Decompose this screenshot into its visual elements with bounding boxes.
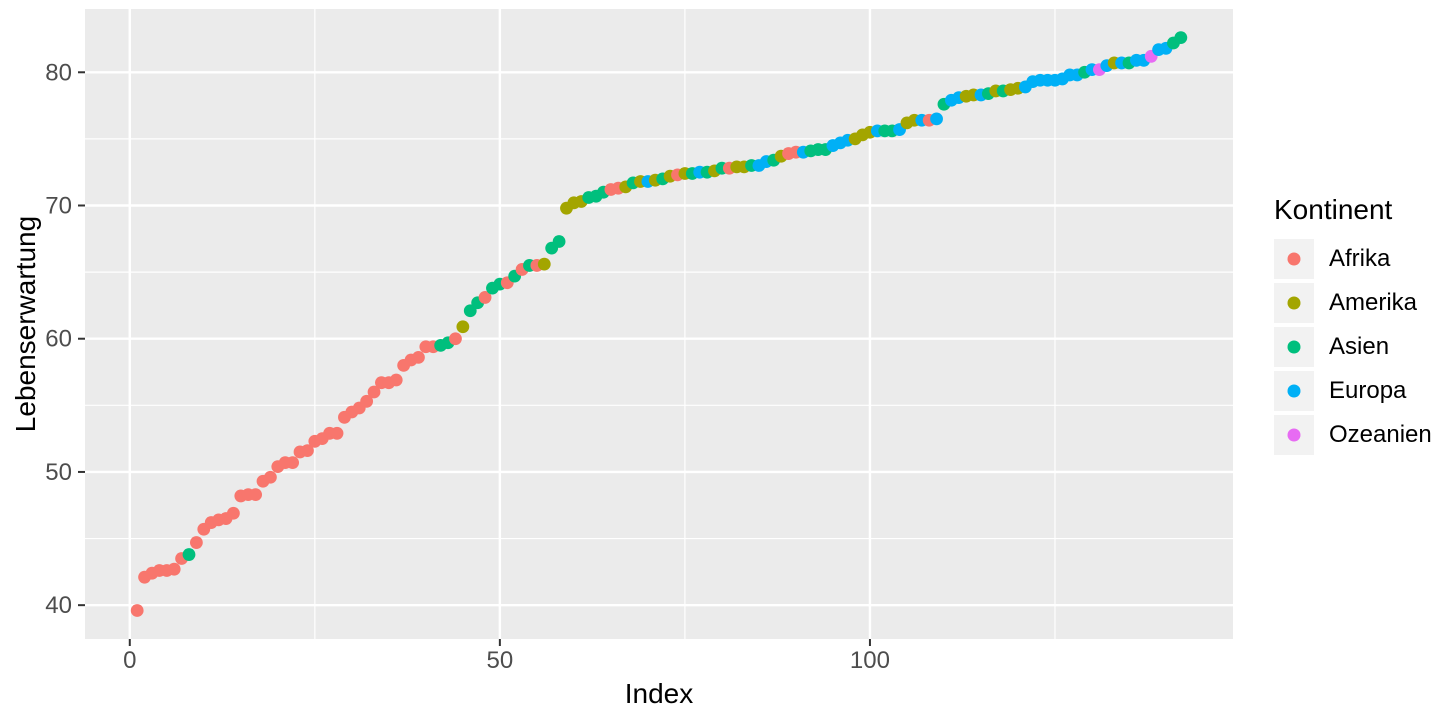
data-point — [182, 548, 196, 561]
legend-label: Ozeanien — [1329, 421, 1432, 448]
plot-panel — [85, 9, 1233, 639]
data-point — [389, 373, 403, 387]
legend: Kontinent Afrika Amerika Asien Europa Ozeani… — [1274, 194, 1432, 459]
legend-item-ozeanien: Ozeanien — [1274, 415, 1432, 455]
legend-point-icon — [1287, 252, 1301, 266]
data-point — [301, 444, 314, 458]
data-point — [167, 562, 181, 576]
legend-point-icon — [1287, 296, 1301, 310]
legend-point-icon — [1287, 384, 1301, 398]
data-point — [537, 257, 551, 271]
legend-items: Afrika Amerika Asien Europa Ozeanien — [1274, 239, 1432, 455]
data-point — [367, 385, 381, 399]
data-point — [552, 235, 566, 248]
legend-label: Amerika — [1329, 289, 1418, 316]
legend-label: Afrika — [1329, 245, 1391, 272]
x-tick-label: 0 — [123, 647, 136, 674]
y-tick-label: 50 — [45, 459, 72, 486]
data-point — [330, 426, 344, 440]
y-tick-label: 60 — [45, 326, 72, 353]
y-tick-label: 40 — [45, 592, 72, 619]
y-axis-title: Lebenserwartung — [10, 215, 41, 433]
data-point — [286, 456, 300, 470]
data-point — [478, 291, 492, 304]
legend-item-afrika: Afrika — [1274, 239, 1432, 279]
data-point — [930, 112, 943, 126]
legend-title: Kontinent — [1274, 194, 1393, 225]
legend-point-icon — [1287, 428, 1301, 442]
y-tick-label: 70 — [45, 193, 72, 220]
legend-item-europa: Europa — [1274, 371, 1432, 411]
data-point — [130, 604, 144, 617]
data-point — [456, 320, 470, 334]
data-point — [249, 488, 263, 501]
legend-key-swatch — [1274, 283, 1314, 323]
x-tick-label: 50 — [487, 647, 514, 674]
legend-point-icon — [1287, 340, 1301, 354]
legend-item-asien: Asien — [1274, 327, 1432, 367]
legend-label: Europa — [1329, 377, 1407, 404]
data-point — [189, 536, 203, 549]
legend-key-swatch — [1274, 327, 1314, 367]
legend-key-swatch — [1274, 371, 1314, 411]
data-point — [1174, 31, 1188, 45]
y-tick-label: 80 — [45, 59, 72, 86]
data-point — [264, 470, 277, 484]
legend-label: Asien — [1329, 333, 1390, 360]
data-point — [227, 506, 240, 520]
data-point — [449, 332, 462, 346]
data-point — [360, 394, 374, 408]
legend-key-swatch — [1274, 239, 1314, 279]
x-axis-title: Index — [624, 678, 694, 709]
x-tick-label: 100 — [850, 647, 890, 674]
legend-item-amerika: Amerika — [1274, 283, 1432, 323]
legend-key-swatch — [1274, 415, 1314, 455]
data-point — [412, 350, 425, 364]
